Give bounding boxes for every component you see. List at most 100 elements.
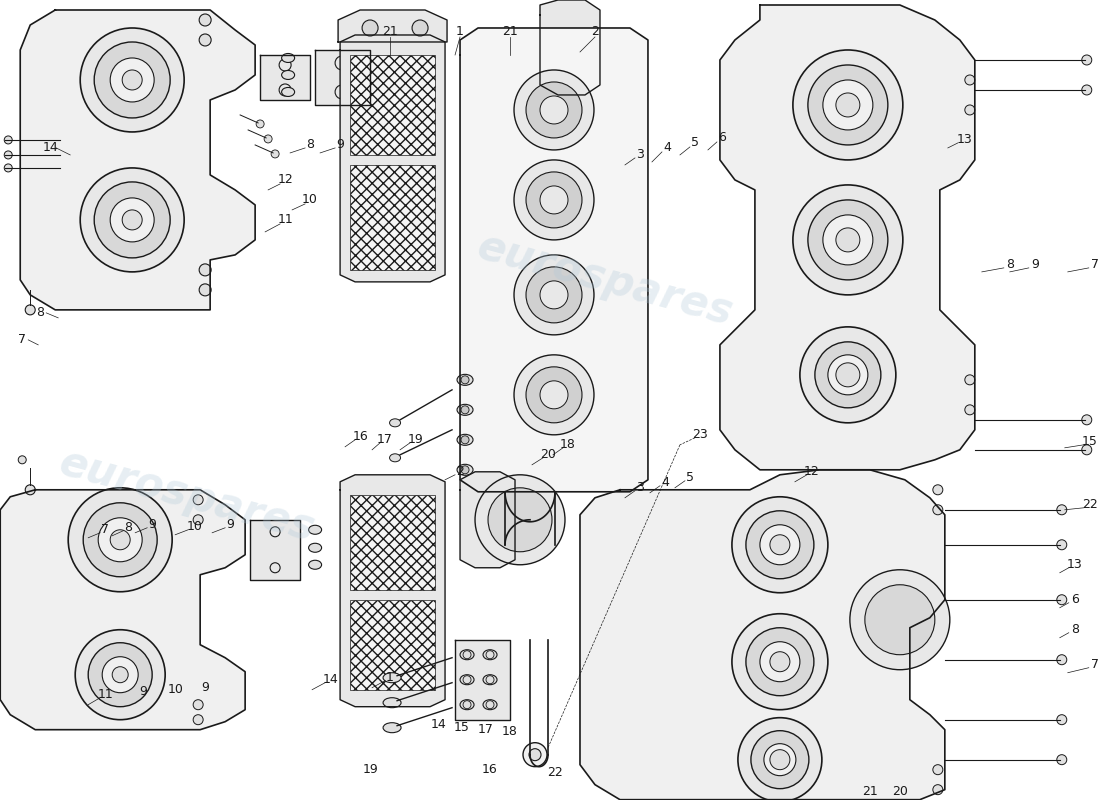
Text: 8: 8 (1070, 623, 1079, 636)
Circle shape (836, 93, 860, 117)
Circle shape (793, 50, 903, 160)
Circle shape (1057, 594, 1067, 605)
Circle shape (477, 510, 497, 530)
Ellipse shape (460, 650, 474, 660)
Ellipse shape (483, 674, 497, 685)
Circle shape (102, 657, 139, 693)
Text: 21: 21 (382, 26, 398, 38)
Text: 9: 9 (337, 138, 344, 151)
Ellipse shape (309, 560, 321, 570)
Ellipse shape (282, 54, 295, 62)
Bar (350, 600, 434, 690)
Circle shape (84, 502, 157, 577)
Circle shape (836, 363, 860, 387)
Text: 9: 9 (227, 518, 234, 531)
Circle shape (732, 614, 828, 710)
Ellipse shape (456, 464, 473, 475)
Circle shape (264, 135, 272, 143)
Text: 1: 1 (456, 26, 464, 38)
Circle shape (526, 267, 582, 323)
Text: 10: 10 (186, 520, 202, 534)
Ellipse shape (383, 673, 402, 682)
Circle shape (732, 497, 828, 593)
Polygon shape (260, 55, 310, 100)
Circle shape (1081, 445, 1092, 455)
Text: 4: 4 (663, 142, 671, 154)
Circle shape (1057, 654, 1067, 665)
Text: 20: 20 (892, 785, 907, 798)
Ellipse shape (460, 674, 474, 685)
Text: 13: 13 (957, 134, 972, 146)
Text: 17: 17 (478, 723, 494, 736)
Circle shape (1081, 415, 1092, 425)
Circle shape (110, 198, 154, 242)
Circle shape (4, 136, 12, 144)
Polygon shape (460, 472, 515, 568)
Ellipse shape (282, 87, 295, 97)
Ellipse shape (309, 543, 321, 552)
Circle shape (746, 510, 814, 578)
Circle shape (514, 70, 594, 150)
Text: 12: 12 (277, 174, 293, 186)
Text: 16: 16 (352, 430, 368, 443)
Text: 9: 9 (201, 682, 209, 694)
Text: 11: 11 (277, 214, 293, 226)
Circle shape (770, 652, 790, 672)
Polygon shape (340, 474, 446, 706)
Text: 21: 21 (862, 785, 878, 798)
Text: 7: 7 (1091, 658, 1099, 671)
Ellipse shape (483, 650, 497, 660)
Circle shape (256, 120, 264, 128)
Circle shape (199, 34, 211, 46)
Circle shape (461, 406, 469, 414)
Bar (350, 494, 434, 590)
Circle shape (475, 474, 565, 565)
Text: 9: 9 (1031, 258, 1038, 271)
Text: 8: 8 (36, 306, 44, 319)
Polygon shape (340, 35, 446, 282)
Circle shape (25, 305, 35, 315)
Text: 10: 10 (302, 194, 318, 206)
Text: 7: 7 (101, 523, 109, 536)
Circle shape (194, 514, 204, 525)
Circle shape (522, 742, 547, 766)
Circle shape (800, 327, 895, 423)
Circle shape (1057, 754, 1067, 765)
Text: 6: 6 (718, 131, 726, 145)
Polygon shape (455, 640, 510, 720)
Text: 8: 8 (124, 522, 132, 534)
Ellipse shape (456, 434, 473, 446)
Text: 13: 13 (1067, 558, 1082, 571)
Circle shape (1081, 85, 1092, 95)
Text: 16: 16 (482, 763, 498, 776)
Circle shape (965, 405, 975, 415)
Circle shape (560, 38, 580, 58)
Circle shape (194, 494, 204, 505)
Text: 4: 4 (661, 476, 669, 490)
Text: 14: 14 (430, 718, 446, 731)
Text: 18: 18 (560, 438, 576, 451)
Circle shape (751, 730, 808, 789)
Circle shape (98, 518, 142, 562)
Text: 11: 11 (97, 688, 113, 702)
Circle shape (488, 488, 552, 552)
Text: 5: 5 (686, 471, 694, 484)
Circle shape (526, 82, 582, 138)
Text: eurospares: eurospares (473, 226, 737, 334)
Polygon shape (580, 470, 945, 800)
Text: 23: 23 (692, 428, 707, 442)
Text: 7: 7 (1091, 258, 1099, 271)
Circle shape (194, 700, 204, 710)
Circle shape (514, 160, 594, 240)
Text: 20: 20 (540, 448, 556, 462)
Circle shape (412, 20, 428, 36)
Circle shape (793, 185, 903, 295)
Text: eurospares: eurospares (55, 442, 320, 550)
Circle shape (540, 96, 568, 124)
Bar (350, 165, 434, 270)
Circle shape (110, 530, 130, 550)
Ellipse shape (389, 454, 400, 462)
Circle shape (770, 750, 790, 770)
Circle shape (865, 585, 935, 654)
Circle shape (540, 186, 568, 214)
